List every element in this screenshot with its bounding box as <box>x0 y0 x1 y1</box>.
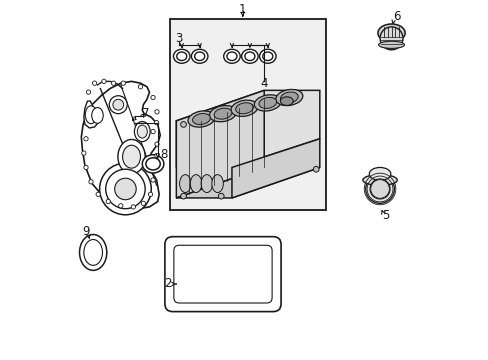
FancyBboxPatch shape <box>164 237 281 312</box>
Ellipse shape <box>211 175 223 193</box>
Text: 8: 8 <box>160 148 167 161</box>
Ellipse shape <box>83 136 88 141</box>
Ellipse shape <box>151 95 155 100</box>
Ellipse shape <box>377 24 405 42</box>
Ellipse shape <box>365 175 394 203</box>
Ellipse shape <box>235 103 253 114</box>
Ellipse shape <box>313 166 319 172</box>
Ellipse shape <box>81 151 86 155</box>
Ellipse shape <box>192 113 210 125</box>
Ellipse shape <box>96 192 100 197</box>
Text: 5: 5 <box>381 210 388 222</box>
Ellipse shape <box>218 193 224 199</box>
Ellipse shape <box>244 52 254 60</box>
FancyBboxPatch shape <box>174 245 271 303</box>
Ellipse shape <box>378 41 404 48</box>
Ellipse shape <box>89 180 93 184</box>
Polygon shape <box>83 101 98 128</box>
Ellipse shape <box>141 201 145 206</box>
Ellipse shape <box>259 49 276 63</box>
Ellipse shape <box>209 105 236 122</box>
Ellipse shape <box>80 234 106 270</box>
Ellipse shape <box>102 79 106 84</box>
Ellipse shape <box>155 142 159 146</box>
Ellipse shape <box>151 130 155 134</box>
Ellipse shape <box>223 49 240 63</box>
Ellipse shape <box>259 97 276 108</box>
Ellipse shape <box>362 175 396 185</box>
Ellipse shape <box>137 125 147 138</box>
Ellipse shape <box>155 110 159 114</box>
Ellipse shape <box>368 167 390 180</box>
Text: 1: 1 <box>239 3 246 16</box>
Ellipse shape <box>83 239 102 265</box>
Ellipse shape <box>155 153 159 158</box>
Ellipse shape <box>154 121 159 125</box>
Ellipse shape <box>131 205 135 209</box>
Ellipse shape <box>241 49 258 63</box>
Ellipse shape <box>118 139 145 174</box>
Text: 7: 7 <box>142 107 149 120</box>
Ellipse shape <box>379 27 402 50</box>
Ellipse shape <box>254 95 281 111</box>
Ellipse shape <box>262 52 272 60</box>
Text: 9: 9 <box>82 225 90 238</box>
Ellipse shape <box>85 106 97 124</box>
Ellipse shape <box>142 155 163 173</box>
Ellipse shape <box>180 122 186 127</box>
Ellipse shape <box>92 81 97 85</box>
Ellipse shape <box>122 145 140 168</box>
Ellipse shape <box>194 52 204 60</box>
Ellipse shape <box>83 165 88 170</box>
Ellipse shape <box>191 49 207 63</box>
Polygon shape <box>81 81 160 209</box>
Ellipse shape <box>138 85 142 89</box>
Ellipse shape <box>152 163 156 168</box>
Bar <box>169 19 325 211</box>
Text: 4: 4 <box>260 77 267 90</box>
Ellipse shape <box>148 192 152 197</box>
Ellipse shape <box>187 111 215 127</box>
Ellipse shape <box>226 52 237 60</box>
Polygon shape <box>176 90 264 198</box>
Polygon shape <box>231 139 319 198</box>
Ellipse shape <box>201 175 212 193</box>
Ellipse shape <box>280 92 298 103</box>
Ellipse shape <box>145 158 160 170</box>
Ellipse shape <box>109 96 127 114</box>
Ellipse shape <box>214 108 231 119</box>
Ellipse shape <box>190 175 202 193</box>
Text: 3: 3 <box>175 32 183 45</box>
Ellipse shape <box>92 108 103 123</box>
Ellipse shape <box>119 204 122 208</box>
Ellipse shape <box>111 81 116 85</box>
Text: 2: 2 <box>163 278 171 291</box>
Ellipse shape <box>105 169 145 209</box>
Ellipse shape <box>151 178 155 182</box>
Ellipse shape <box>280 97 293 105</box>
Ellipse shape <box>230 100 258 116</box>
Ellipse shape <box>275 89 302 105</box>
Ellipse shape <box>369 179 389 199</box>
Ellipse shape <box>173 49 190 63</box>
Polygon shape <box>176 167 319 198</box>
Text: 6: 6 <box>392 10 400 23</box>
Ellipse shape <box>106 199 110 204</box>
Ellipse shape <box>100 163 151 215</box>
Ellipse shape <box>115 178 136 200</box>
Ellipse shape <box>113 99 123 110</box>
Ellipse shape <box>179 175 191 193</box>
Polygon shape <box>176 90 319 167</box>
Ellipse shape <box>86 90 90 94</box>
Ellipse shape <box>134 122 150 141</box>
Ellipse shape <box>180 193 186 199</box>
Ellipse shape <box>176 52 186 60</box>
Ellipse shape <box>121 81 125 85</box>
